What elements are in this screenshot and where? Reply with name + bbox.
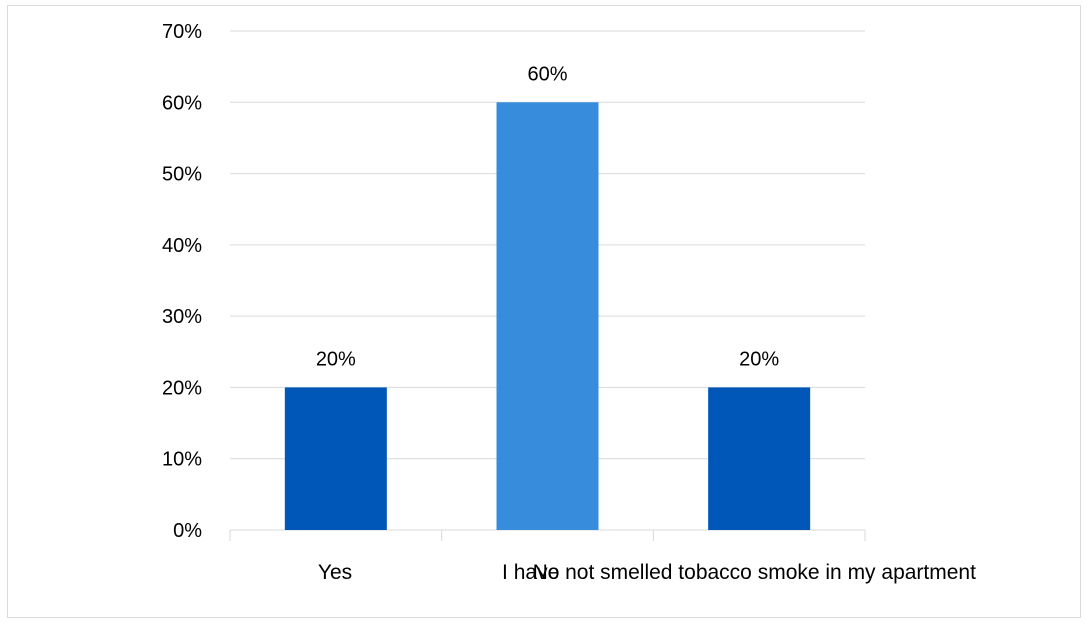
category-labels: Yes I have not smelled tobacco smoke in … xyxy=(318,561,976,584)
y-tick-label: 10% xyxy=(162,449,202,471)
category-label-not-smelled: I have not smelled tobacco smoke in my a… xyxy=(502,561,976,584)
y-tick-label: 20% xyxy=(162,377,202,399)
y-tick-label: 40% xyxy=(162,235,202,257)
y-tick-label: 50% xyxy=(162,164,202,186)
category-label-yes: Yes xyxy=(318,561,352,584)
x-axis-ticks xyxy=(229,530,866,541)
y-tick-label: 30% xyxy=(162,306,202,328)
bar xyxy=(284,387,387,530)
y-tick-label: 70% xyxy=(162,21,202,43)
bar xyxy=(496,102,599,531)
bars xyxy=(284,102,811,531)
category-label-no: No xyxy=(533,561,560,584)
data-labels: 20% 60% 20% xyxy=(316,63,780,370)
data-label: 20% xyxy=(316,348,356,370)
data-label: 60% xyxy=(527,63,567,85)
y-tick-label: 60% xyxy=(162,92,202,114)
y-axis-tick-labels: 0% 10% 20% 30% 40% 50% 60% 70% xyxy=(162,21,202,542)
bar xyxy=(708,387,811,530)
data-label: 20% xyxy=(739,348,779,370)
y-tick-label: 0% xyxy=(173,520,202,542)
